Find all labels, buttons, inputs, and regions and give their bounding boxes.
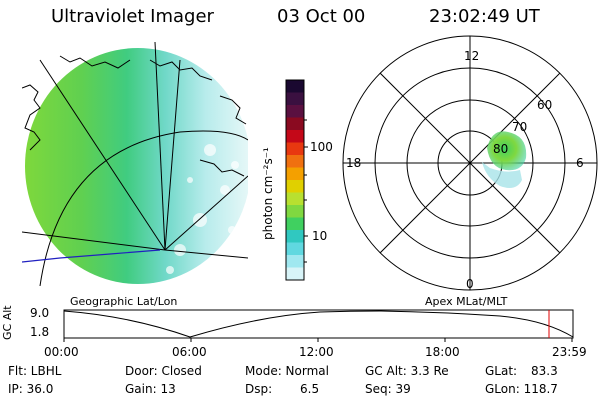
geo-latitude-label: GLat: bbox=[485, 364, 518, 378]
time-label: 23:02:49 UT bbox=[429, 6, 540, 27]
geo-map bbox=[22, 41, 248, 286]
colorbar-segment bbox=[286, 205, 304, 218]
altitude-y-top: 9.0 bbox=[30, 306, 50, 320]
polar-aurora-patch bbox=[487, 131, 527, 171]
geo-latitude-value: 83.3 bbox=[531, 364, 558, 378]
mlat-80-label: 80 bbox=[493, 142, 509, 156]
colorbar-segment bbox=[286, 92, 304, 106]
colorbar-segment bbox=[286, 230, 304, 243]
dsp-status-value: 6.5 bbox=[300, 382, 320, 396]
colorbar-segment bbox=[286, 117, 304, 131]
colorbar-segment bbox=[286, 130, 304, 143]
uv-emission-disc bbox=[25, 48, 248, 284]
mlt-18-label: 18 bbox=[346, 156, 362, 170]
colorbar-segment bbox=[286, 167, 304, 181]
filter-status: Flt: LBHL bbox=[8, 364, 62, 378]
altitude-x-tick: 23:59 bbox=[552, 345, 587, 359]
sequence-status: Seq: 39 bbox=[365, 382, 411, 396]
colorbar-segment bbox=[286, 192, 304, 206]
colorbar-frame bbox=[285, 79, 305, 281]
altitude-x-tick: 00:00 bbox=[44, 345, 79, 359]
colorbar-tick-100: 100 bbox=[310, 140, 333, 154]
geo-map-caption: Geographic Lat/Lon bbox=[70, 295, 178, 308]
mode-status: Mode: Normal bbox=[245, 364, 329, 378]
colorbar-segment bbox=[286, 142, 304, 156]
gc-altitude-status: GC Alt: 3.3 Re bbox=[365, 364, 449, 378]
gain-status: Gain: 13 bbox=[125, 382, 176, 396]
colorbar-tick-10: 10 bbox=[312, 229, 328, 243]
altitude-x-tick: 12:00 bbox=[299, 345, 334, 359]
polar-plot-caption: Apex MLat/MLT bbox=[425, 295, 508, 308]
date-label: 03 Oct 00 bbox=[277, 6, 366, 27]
polar-aurora-faint bbox=[482, 162, 522, 188]
colorbar-segment bbox=[286, 217, 304, 231]
colorbar-segment bbox=[286, 105, 304, 118]
polar-plot bbox=[342, 35, 598, 291]
mlat-60-label: 60 bbox=[537, 98, 553, 112]
geo-longitude-status: GLon: 118.7 bbox=[485, 382, 558, 396]
instrument-title: Ultraviolet Imager bbox=[51, 6, 214, 27]
mlt-0-label: 0 bbox=[466, 277, 474, 291]
colorbar-segment bbox=[286, 242, 304, 256]
colorbar-segment bbox=[286, 155, 304, 168]
colorbar-segment bbox=[286, 80, 304, 93]
colorbar-segment bbox=[286, 267, 304, 281]
altitude-curve bbox=[63, 310, 574, 338]
altitude-plot-frame bbox=[63, 309, 574, 339]
altitude-ylabel: GC Alt bbox=[1, 305, 14, 340]
door-status: Door: Closed bbox=[125, 364, 202, 378]
altitude-y-bottom: 1.8 bbox=[30, 325, 50, 339]
altitude-plot bbox=[63, 309, 574, 342]
colorbar-unit-label: photon cm⁻²s⁻¹ bbox=[261, 147, 275, 240]
altitude-x-tick: 18:00 bbox=[425, 345, 460, 359]
dsp-status-label: Dsp: bbox=[245, 382, 273, 396]
mlt-6-label: 6 bbox=[576, 156, 584, 170]
colorbar bbox=[286, 80, 304, 281]
colorbar-segment bbox=[286, 255, 304, 268]
altitude-x-tick: 06:00 bbox=[172, 345, 207, 359]
ip-status: IP: 36.0 bbox=[8, 382, 54, 396]
mlt-12-label: 12 bbox=[464, 49, 480, 63]
colorbar-segment bbox=[286, 180, 304, 193]
mlat-70-label: 70 bbox=[512, 120, 528, 134]
